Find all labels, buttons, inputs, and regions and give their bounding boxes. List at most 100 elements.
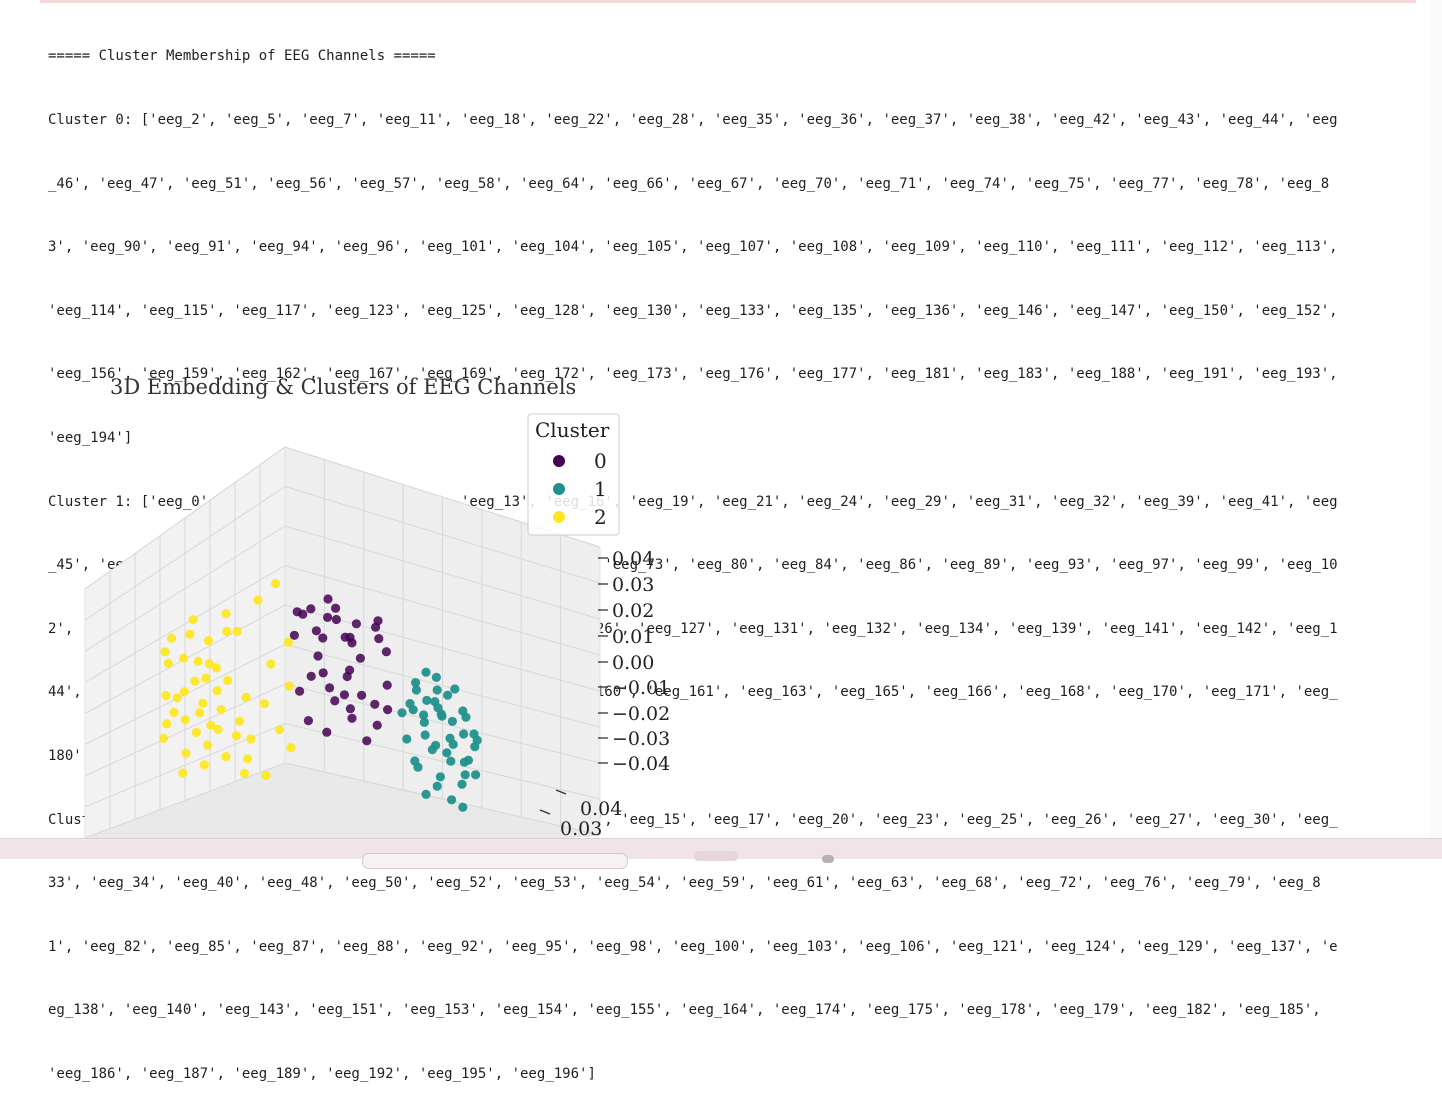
scatter-point-cluster-2 xyxy=(213,724,223,734)
scatter-point-cluster-1 xyxy=(419,717,429,727)
scatter-point-cluster-2 xyxy=(180,715,190,725)
z-tick-label: −0.04 xyxy=(612,753,670,775)
scatter-point-cluster-0 xyxy=(292,607,302,617)
legend: Cluster 0 1 2 xyxy=(527,413,620,536)
scatter-point-cluster-2 xyxy=(239,768,249,778)
output-line: 'eeg_186', 'eeg_187', 'eeg_189', 'eeg_19… xyxy=(48,1065,596,1082)
scatter-point-cluster-2 xyxy=(179,653,189,663)
scatter-point-cluster-0 xyxy=(318,633,328,643)
scatter-point-cluster-2 xyxy=(223,675,233,685)
cell-top-border xyxy=(40,0,1416,3)
scatter-point-cluster-2 xyxy=(211,663,221,673)
taskbar-search-box[interactable] xyxy=(362,853,628,869)
scatter-point-cluster-1 xyxy=(459,757,469,767)
scatter-point-cluster-0 xyxy=(355,653,365,663)
z-tick-label: −0.02 xyxy=(612,703,670,725)
z-tick-label: −0.03 xyxy=(612,728,670,750)
scatter-point-cluster-1 xyxy=(448,739,458,749)
scatter-point-cluster-1 xyxy=(432,685,442,695)
scatter-point-cluster-0 xyxy=(347,638,357,648)
scatter-point-cluster-1 xyxy=(411,678,421,688)
z-tick-marks xyxy=(598,557,608,764)
scatter-point-cluster-0 xyxy=(325,683,335,693)
scatter-point-cluster-2 xyxy=(231,731,241,741)
scatter-point-cluster-2 xyxy=(232,626,242,636)
legend-marker xyxy=(553,511,565,523)
scatter-point-cluster-0 xyxy=(345,665,355,675)
scatter-point-cluster-2 xyxy=(253,595,263,605)
scatter-point-cluster-2 xyxy=(221,752,231,762)
scatter-point-cluster-0 xyxy=(345,704,355,714)
output-line: 'eeg_156', 'eeg_159', 'eeg_162', 'eeg_16… xyxy=(48,366,1338,383)
legend-label: 2 xyxy=(594,505,607,529)
output-line: ===== Cluster Membership of EEG Channels… xyxy=(48,48,436,65)
z-tick-label: 0.02 xyxy=(612,600,654,622)
scatter-point-cluster-2 xyxy=(259,699,269,709)
scatter-point-cluster-2 xyxy=(190,676,200,686)
output-line: 3', 'eeg_90', 'eeg_91', 'eeg_94', 'eeg_9… xyxy=(48,239,1338,256)
scatter-point-cluster-2 xyxy=(201,673,211,683)
scatter-point-cluster-0 xyxy=(318,668,328,678)
scatter-point-cluster-2 xyxy=(243,754,253,764)
scatter-point-cluster-0 xyxy=(323,612,333,622)
scatter-point-cluster-1 xyxy=(420,730,430,740)
scatter-point-cluster-0 xyxy=(357,690,367,700)
scatter-point-cluster-2 xyxy=(185,629,195,639)
scatter-point-cluster-2 xyxy=(195,708,205,718)
scatter-point-cluster-2 xyxy=(198,698,208,708)
scatter-point-cluster-0 xyxy=(322,727,332,737)
scrollbar-track[interactable] xyxy=(1430,0,1442,838)
output-line: Cluster 0: ['eeg_2', 'eeg_5', 'eeg_7', '… xyxy=(48,112,1338,128)
scatter-point-cluster-2 xyxy=(206,720,216,730)
z-tick-label: −0.01 xyxy=(612,677,670,699)
scatter-point-cluster-2 xyxy=(167,633,177,643)
legend-label: 1 xyxy=(594,477,607,501)
scatter-point-cluster-1 xyxy=(433,703,443,713)
scatter-point-cluster-0 xyxy=(374,634,384,644)
scatter-point-cluster-2 xyxy=(271,579,281,589)
z-tick-label: 0.00 xyxy=(612,652,654,674)
scatter-point-cluster-2 xyxy=(246,734,256,744)
scatter-point-cluster-1 xyxy=(461,712,471,722)
scatter-point-cluster-1 xyxy=(472,735,482,745)
scatter-point-cluster-2 xyxy=(159,733,169,743)
z-axis: 0.04 0.03 0.02 0.01 0.00 −0.01 −0.02 −0.… xyxy=(612,548,670,775)
scatter-point-cluster-2 xyxy=(160,647,170,657)
scatter-point-cluster-2 xyxy=(162,719,172,729)
scatter-point-cluster-0 xyxy=(373,616,383,626)
legend-marker xyxy=(553,455,565,467)
scatter-point-cluster-1 xyxy=(447,716,457,726)
scatter-point-cluster-0 xyxy=(306,604,316,614)
scatter-point-cluster-2 xyxy=(283,637,293,647)
scatter-point-cluster-2 xyxy=(169,707,179,717)
scatter-point-cluster-1 xyxy=(421,667,431,677)
plot-title: 3D Embedding & Clusters of EEG Channels xyxy=(110,375,576,399)
scatter-point-cluster-0 xyxy=(381,647,391,657)
scatter-point-cluster-0 xyxy=(289,630,299,640)
taskbar-app-icon[interactable] xyxy=(694,851,738,861)
taskbar-app-icon[interactable] xyxy=(822,855,834,863)
scatter-point-cluster-2 xyxy=(266,659,276,669)
scatter-point-cluster-2 xyxy=(222,626,232,636)
scatter-point-cluster-0 xyxy=(306,671,316,681)
scatter-point-cluster-2 xyxy=(275,725,285,735)
scatter-point-cluster-1 xyxy=(443,690,453,700)
scatter-point-cluster-2 xyxy=(216,705,226,715)
scatter-point-cluster-2 xyxy=(179,687,189,697)
scatter-point-cluster-2 xyxy=(178,768,188,778)
output-line: 'eeg_114', 'eeg_115', 'eeg_117', 'eeg_12… xyxy=(48,302,1338,319)
scatter-point-cluster-0 xyxy=(340,632,350,642)
z-tick-label: 0.01 xyxy=(612,626,654,648)
scatter-point-cluster-2 xyxy=(286,743,296,753)
scatter-point-cluster-0 xyxy=(339,690,349,700)
scatter-point-cluster-1 xyxy=(431,672,441,682)
scatter-point-cluster-0 xyxy=(313,651,323,661)
scatter-point-cluster-1 xyxy=(411,685,421,695)
scatter-point-cluster-0 xyxy=(370,699,380,709)
scatter-point-cluster-2 xyxy=(161,691,171,701)
scatter-point-cluster-1 xyxy=(446,756,456,766)
scatter-point-cluster-2 xyxy=(191,727,201,737)
scatter-point-cluster-2 xyxy=(203,636,213,646)
scatter-point-cluster-1 xyxy=(402,734,412,744)
z-tick-label: 0.04 xyxy=(612,548,654,570)
